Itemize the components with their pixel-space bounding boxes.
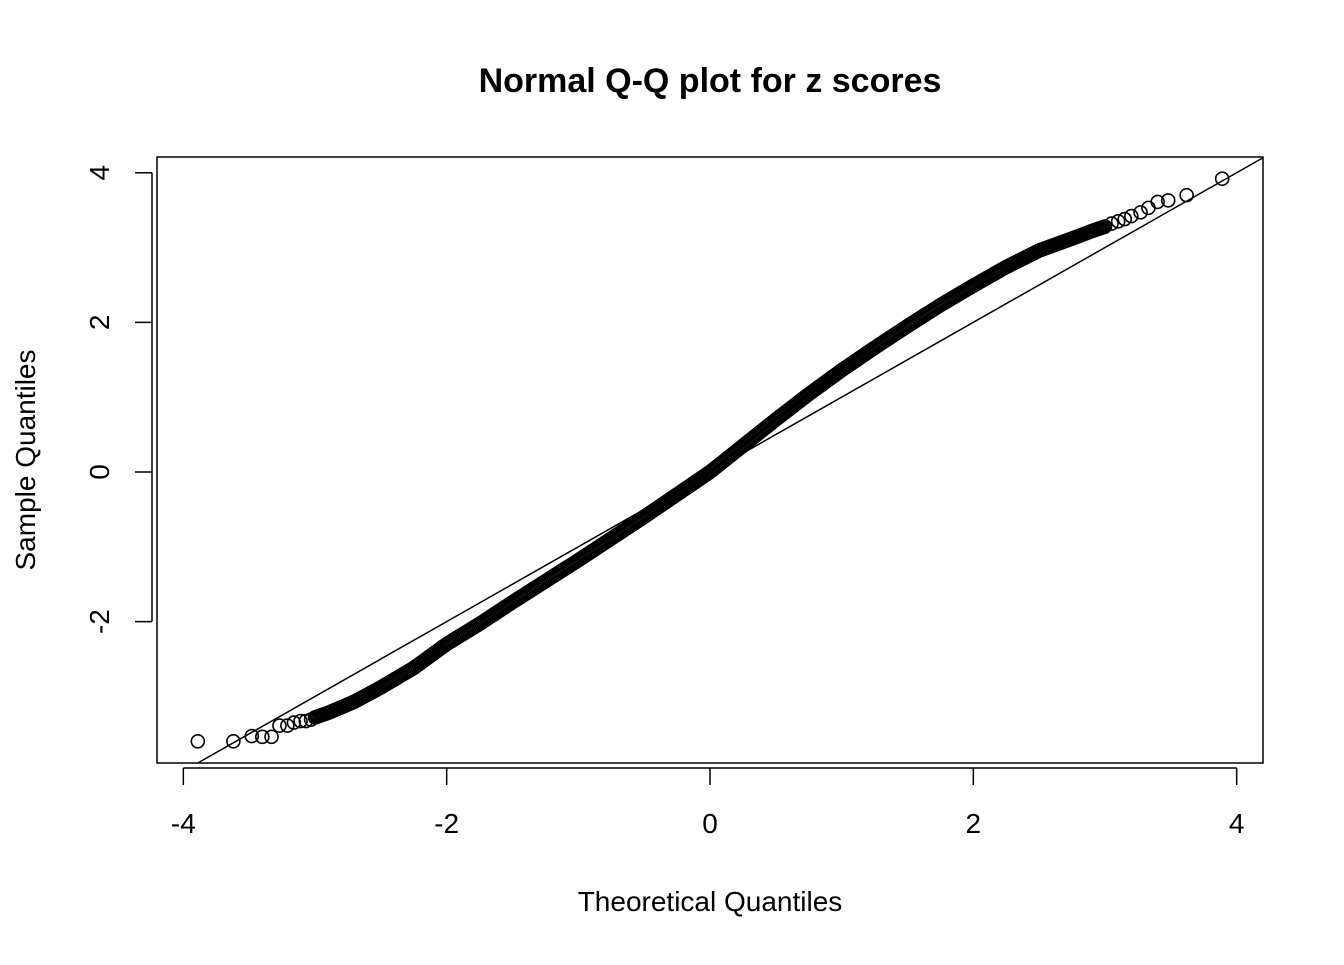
data-point <box>1124 208 1139 224</box>
data-point <box>1150 194 1165 210</box>
plot-frame <box>156 156 1264 764</box>
data-point <box>226 734 241 749</box>
data-point <box>1214 171 1230 186</box>
x-axis-label: Theoretical Quantiles <box>578 886 843 917</box>
data-point <box>264 729 279 745</box>
data-point <box>1110 214 1126 229</box>
data-point <box>1179 187 1194 203</box>
y-tick-label: 4 <box>84 165 115 181</box>
chart-title: Normal Q-Q plot for z scores <box>479 62 942 100</box>
data-point <box>293 713 308 729</box>
data-point <box>1133 205 1148 220</box>
x-tick-label: -4 <box>171 808 196 839</box>
data-point <box>286 715 302 730</box>
data-point <box>280 718 295 733</box>
data-point <box>255 729 270 745</box>
data-point <box>1104 216 1119 231</box>
x-tick-label: 2 <box>966 808 982 839</box>
x-tick-label: 4 <box>1229 808 1245 839</box>
reference-line <box>197 157 1264 764</box>
x-tick-label: 0 <box>702 808 718 839</box>
x-axis: -4 -2 0 2 4 <box>171 767 1245 839</box>
data-point <box>1141 200 1156 216</box>
data-points <box>190 171 1230 749</box>
data-point <box>190 734 206 749</box>
y-tick-label: 0 <box>84 464 115 480</box>
data-point <box>1160 193 1176 208</box>
y-axis-label: Sample Quantiles <box>10 349 41 570</box>
y-axis: -2 0 2 4 <box>84 165 153 634</box>
data-point <box>1117 211 1133 227</box>
y-tick-label: 2 <box>84 315 115 331</box>
x-tick-label: -2 <box>434 808 459 839</box>
y-tick-label: -2 <box>84 609 115 634</box>
data-point <box>272 718 287 733</box>
data-point <box>1097 219 1113 234</box>
